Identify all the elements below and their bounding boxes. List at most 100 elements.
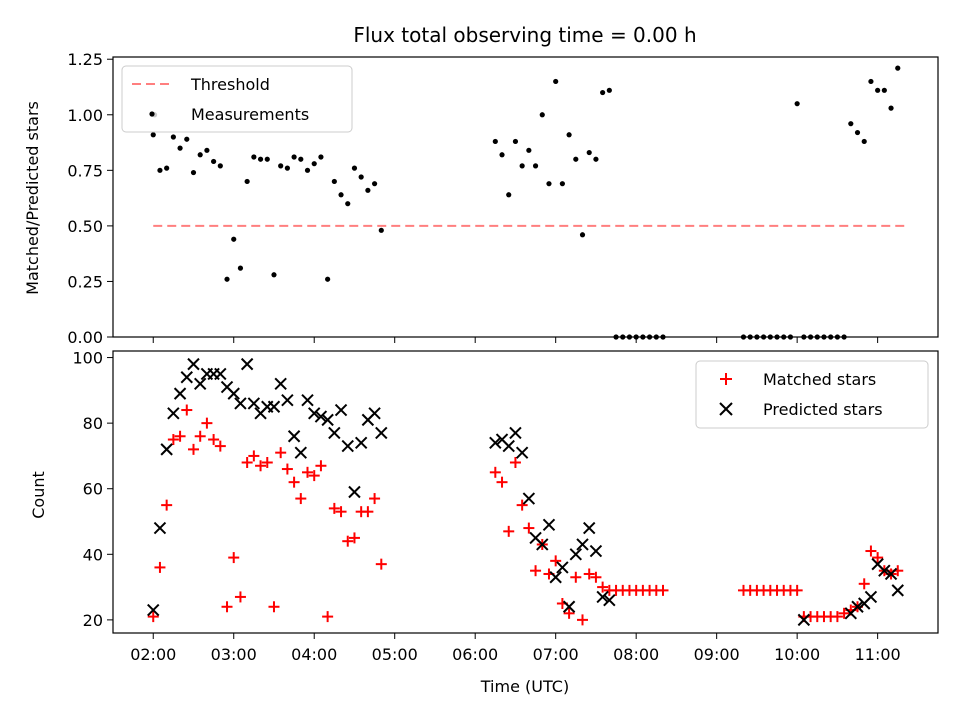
predicted-star-point [173,387,187,400]
measurement-point [506,192,512,198]
matched-star-point [865,545,877,557]
predicted-star-point [234,397,247,410]
matched-star-point [570,571,582,583]
measurement-point [224,276,230,282]
y-tick-label-ratio: 0.25 [67,272,103,291]
measurement-point [492,138,498,145]
threshold-legend-label: Threshold [190,75,270,94]
measurement-point [881,87,887,93]
measurement-point [311,161,317,167]
predicted-star-point [502,439,515,453]
measurement-point [378,227,384,233]
measurement-point [291,154,297,160]
matched-star-point [187,443,199,455]
matched-star-point [268,601,280,613]
matched-star-point [523,522,535,534]
measurement-point [365,187,371,193]
count-axis-ticks: 02:00 03:00 04:00 05:00 06:00 07:00 08:00 09:00… [72,349,900,664]
predicted-star-point [180,371,193,384]
matched-legend-label: Matched stars [763,370,876,389]
x-tick-label: 04:00 [291,645,337,664]
predicted-star-point [569,548,583,561]
measurement-point [351,165,358,171]
predicted-star-point [368,407,381,420]
matched-star-point [362,506,374,518]
measurement-point [251,154,257,160]
predicted-star-point [509,426,522,440]
matched-star-point [174,430,186,442]
matched-star-point [248,450,260,462]
measurement-point [217,163,223,169]
measurement-point [157,167,163,173]
measurement-point [875,87,881,93]
measurement-point [888,105,894,111]
predicted-star-point [160,443,173,456]
measurement-point [600,89,606,96]
x-tick-label: 05:00 [372,645,418,664]
measurement-point [532,163,539,169]
matched-star-point [831,611,843,623]
measurement-point [177,145,183,151]
measurement-point [579,232,586,238]
measurement-point [150,132,156,138]
predicted-star-point [341,439,354,453]
x-tick-label: 06:00 [452,645,498,664]
y-axis-label-count: Count [29,471,48,519]
matched-star-point [228,552,240,564]
x-axis-label: Time (UTC) [480,677,569,696]
count-plot-marks [147,357,904,627]
predicted-star-point [308,407,321,420]
measurement-point [794,101,800,107]
matched-star-point [308,470,320,482]
predicted-star-point [227,387,240,400]
matched-star-point [234,591,246,603]
predicted-star-point [348,485,361,499]
measurement-point [586,149,592,156]
matched-star-point [261,456,273,468]
measurement-point [573,156,579,162]
matched-star-point [302,466,314,478]
predicted-star-point [240,357,254,371]
y-tick-label-ratio: 0.00 [67,328,103,347]
measurement-point [278,163,284,169]
x-tick-label: 02:00 [130,645,176,664]
predicted-star-point [891,584,904,597]
matched-star-point [335,506,347,518]
measurement-point [553,78,559,85]
matched-star-point [577,614,589,626]
predicted-star-point [884,567,898,581]
measurement-point [345,201,351,207]
measurement-point [546,181,552,187]
y-tick-label-ratio: 0.75 [67,161,103,180]
matched-star-point [194,430,206,442]
predicted-star-point [851,600,864,613]
measurement-point [861,138,867,145]
y-tick-label-count: 20 [83,611,103,630]
ratio-axis-ticks: 0.00 0.25 0.50 0.75 1.00 1.25 [67,50,879,347]
measurement-point [237,265,244,271]
predicted-star-point [294,446,308,459]
matched-star-point [322,611,334,623]
y-tick-label-count: 40 [83,545,103,564]
measurement-point [358,174,364,180]
predicted-star-point [274,377,287,390]
predicted-star-point [247,397,261,410]
matched-star-point [509,456,521,468]
matched-star-point [147,611,159,623]
predicted-star-point [515,446,529,459]
matched-star-point [375,558,387,570]
predicted-star-point [797,613,811,627]
measurements-legend-label: Measurements [191,105,309,124]
predicted-star-point [214,367,227,381]
predicted-star-point [153,521,167,535]
measurement-point [244,178,250,185]
x-tick-label: 08:00 [613,645,659,664]
matched-star-point [583,568,595,580]
measurement-point [164,165,170,171]
predicted-star-point [334,403,348,417]
predicted-star-point [193,377,207,390]
y-tick-label-ratio: 1.25 [67,50,103,69]
matched-star-point [858,578,870,590]
measurements-legend-swatch [149,111,155,117]
measurement-point [566,132,572,138]
